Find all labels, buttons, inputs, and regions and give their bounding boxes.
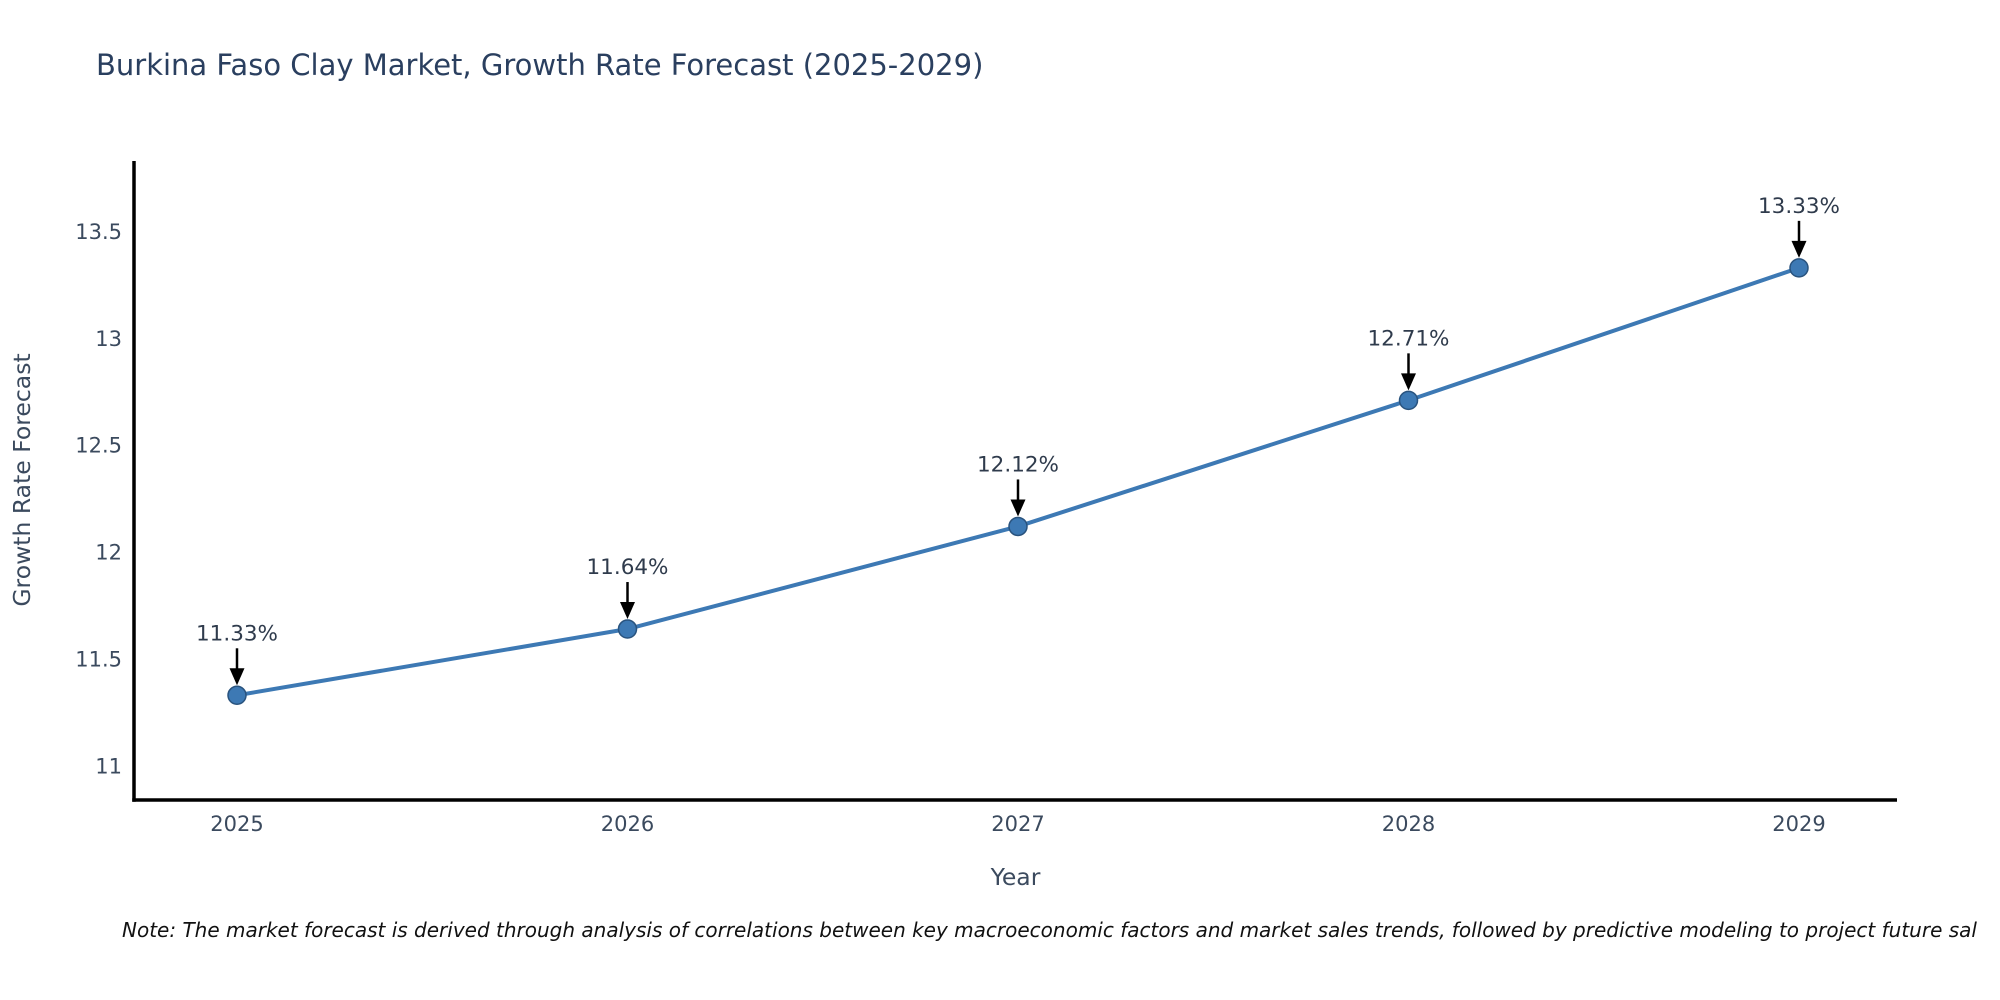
- data-point-value-label: 11.33%: [196, 621, 278, 646]
- annotation-arrow-head: [229, 668, 245, 686]
- data-point-value-label: 12.71%: [1368, 326, 1450, 351]
- data-point-marker: [1008, 516, 1028, 537]
- chart-footnote: Note: The market forecast is derived thr…: [122, 918, 1977, 942]
- x-axis-title: Year: [990, 863, 1041, 891]
- y-tick-label: 11.5: [75, 647, 122, 671]
- data-point-marker: [617, 619, 638, 639]
- y-axis-title: Growth Rate Forecast: [8, 353, 36, 606]
- y-tick-label: 12: [95, 541, 122, 565]
- annotation-arrow-head: [1401, 373, 1416, 391]
- data-point-value-label: 13.33%: [1758, 194, 1840, 219]
- x-tick-label: 2025: [210, 812, 263, 836]
- annotation-arrow-head: [620, 602, 635, 620]
- y-tick-label: 13: [95, 327, 122, 351]
- x-tick-label: 2029: [1772, 812, 1825, 836]
- data-point-marker: [1398, 390, 1419, 411]
- data-point-value-label: 12.12%: [977, 452, 1059, 477]
- chart-title: Burkina Faso Clay Market, Growth Rate Fo…: [96, 48, 984, 82]
- data-point-marker: [1789, 258, 1809, 278]
- x-tick-label: 2028: [1382, 812, 1435, 836]
- x-tick-label: 2026: [601, 812, 654, 836]
- y-tick-label: 13.5: [75, 220, 122, 244]
- x-tick-label: 2027: [991, 812, 1044, 836]
- data-point-value-label: 11.64%: [587, 555, 669, 580]
- y-tick-label: 11: [95, 754, 122, 778]
- data-point-marker: [227, 685, 247, 706]
- y-tick-label: 12.5: [75, 434, 122, 458]
- annotation-arrow-head: [1791, 240, 1807, 258]
- annotation-arrow-head: [1010, 499, 1026, 517]
